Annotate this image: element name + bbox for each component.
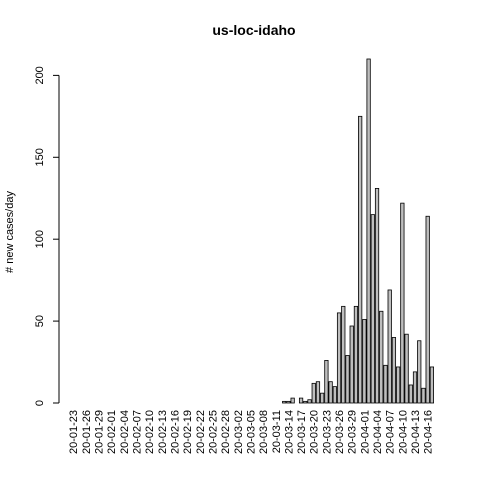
x-tick-label: 20-04-07 (385, 410, 397, 454)
bar-20-03-31 (358, 115, 363, 404)
bar-20-04-07 (387, 289, 392, 404)
x-tick-label: 20-03-08 (258, 410, 270, 454)
bar-20-03-27 (341, 305, 346, 404)
x-tick-label: 20-03-17 (296, 410, 308, 454)
x-tick-label: 20-01-26 (81, 410, 93, 454)
y-tick-label: 100 (34, 230, 46, 248)
y-tick-label: 0 (34, 400, 46, 406)
bar-20-04-02 (366, 58, 371, 404)
bar-20-03-14 (286, 400, 291, 404)
bar-20-04-11 (404, 333, 409, 404)
bar-20-04-04 (374, 188, 380, 404)
y-axis-label: # new cases/day (4, 191, 16, 273)
x-tick-label: 20-04-16 (423, 410, 435, 454)
x-tick-label: 20-01-29 (94, 410, 106, 454)
x-tick-label: 20-02-16 (169, 410, 181, 454)
x-tick-label: 20-02-25 (207, 410, 219, 454)
bar-20-03-22 (320, 392, 325, 404)
y-tick-label: 200 (34, 66, 46, 84)
y-axis: 0 50 100 150 200 (34, 66, 60, 406)
bar-20-04-16 (425, 215, 430, 404)
x-tick-label: 20-02-28 (220, 410, 232, 454)
x-tick-label: 20-02-07 (132, 410, 144, 454)
x-tick-label: 20-02-10 (144, 410, 156, 454)
x-tick-label: 20-02-01 (106, 410, 118, 454)
x-tick-label: 20-04-10 (397, 410, 409, 454)
x-tick-label: 20-03-14 (283, 410, 295, 454)
x-tick-label: 20-02-22 (195, 410, 207, 454)
bar-20-03-24 (328, 381, 333, 404)
bar-20-03-29 (349, 325, 354, 404)
x-tick-label: 20-04-04 (372, 410, 384, 454)
x-tick-label: 20-03-11 (271, 410, 283, 453)
chart-title: us-loc-idaho (212, 22, 295, 38)
x-tick-label: 20-01-23 (68, 410, 80, 454)
x-tick-label: 20-03-05 (245, 410, 257, 454)
bar-20-03-26 (336, 312, 342, 404)
x-tick-label: 20-02-13 (157, 410, 169, 454)
x-tick-label: 20-02-04 (119, 410, 131, 454)
x-tick-label: 20-04-01 (359, 410, 371, 454)
bar-20-04-08 (391, 337, 397, 404)
x-tick-label: 20-03-23 (321, 410, 333, 454)
bar-20-04-12 (408, 384, 413, 404)
x-axis: 20-01-23 20-01-26 20-01-29 20-02-01 20-02-04… (68, 410, 434, 454)
bar-20-03-23 (324, 360, 329, 404)
x-tick-label: 20-02-19 (182, 410, 194, 454)
bars-group (282, 58, 435, 404)
bar-20-04-01 (362, 319, 367, 404)
bar-20-04-13 (412, 371, 418, 404)
bar-20-03-18 (303, 400, 308, 404)
x-tick-label: 20-03-02 (233, 410, 245, 454)
bar-20-03-21 (315, 381, 321, 404)
bar-20-03-25 (332, 386, 337, 404)
x-tick-label: 20-03-20 (309, 410, 321, 454)
bar-20-04-15 (421, 387, 426, 404)
x-tick-label: 20-03-29 (347, 410, 359, 454)
bar-20-04-06 (383, 364, 388, 404)
bar-20-04-05 (379, 310, 384, 404)
bar-20-04-14 (417, 340, 422, 404)
bar-20-04-17 (429, 366, 435, 404)
bar-20-03-17 (298, 397, 304, 404)
bar-20-03-15 (290, 397, 295, 404)
x-tick-label: 20-03-26 (334, 410, 346, 454)
bar-20-03-28 (345, 355, 350, 404)
x-tick-label: 20-04-13 (410, 410, 422, 454)
bar-20-04-10 (400, 202, 405, 404)
bar-20-03-30 (353, 305, 359, 404)
y-tick-label: 150 (34, 148, 46, 166)
bar-20-03-19 (307, 399, 312, 404)
bar-20-04-09 (396, 366, 401, 404)
y-tick-label: 50 (34, 315, 46, 327)
bar-20-03-13 (282, 400, 287, 404)
bar-20-03-20 (311, 382, 316, 404)
bar-20-04-03 (370, 214, 375, 404)
